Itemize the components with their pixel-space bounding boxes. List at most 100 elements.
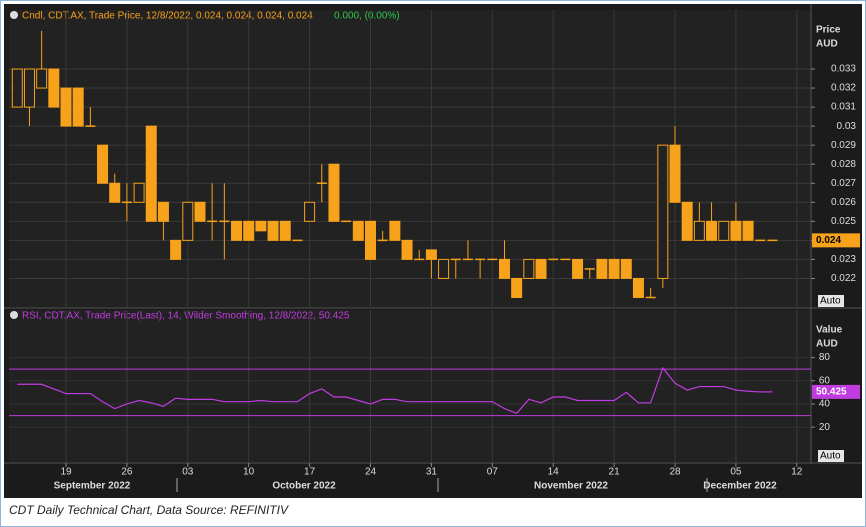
auto-label[interactable]: Auto: [820, 451, 841, 462]
y-tick-label: 0.026: [831, 197, 856, 208]
last-price-box: [812, 233, 860, 248]
candle-body: [620, 258, 632, 279]
candle-body: [157, 201, 169, 222]
candle-body: [279, 220, 291, 241]
candle-body: [231, 220, 243, 241]
chart: Cndl, CDT.AX, Trade Price, 12/8/2022, 0.…: [4, 4, 862, 498]
candle-body: [681, 201, 693, 241]
candle-body: [401, 239, 413, 260]
candle-body: [328, 163, 340, 222]
candle-body: [365, 220, 376, 260]
candle-body: [535, 258, 547, 279]
y-tick-label: 0.023: [831, 254, 856, 265]
icon[interactable]: [10, 311, 18, 319]
y-tick-label: 20: [819, 422, 831, 433]
y-axis-title: AUD: [816, 39, 838, 50]
month-label: October 2022: [272, 481, 336, 492]
candle-body: [596, 258, 608, 279]
x-tick-label: 07: [487, 467, 499, 478]
candle-body: [11, 68, 23, 108]
candle-body: [182, 201, 194, 241]
x-tick-label: 14: [548, 467, 560, 478]
auto-label[interactable]: Auto: [820, 296, 841, 307]
y-tick-label: 0.031: [831, 102, 856, 113]
candle-body: [109, 182, 121, 203]
candle-body: [267, 220, 279, 241]
x-tick-label: 21: [609, 467, 621, 478]
y-tick-label: 80: [819, 352, 831, 363]
candle-body: [608, 258, 620, 279]
x-tick-label: 24: [365, 467, 377, 478]
x-tick-label: 28: [669, 467, 681, 478]
x-tick-label: 05: [730, 467, 742, 478]
candle-body: [438, 258, 450, 279]
month-label: September 2022: [54, 481, 131, 492]
candle-body: [145, 125, 157, 222]
candle-body: [498, 258, 510, 279]
candle-body: [352, 220, 364, 241]
candle-body: [255, 220, 267, 232]
candle-body: [133, 182, 145, 203]
price-panel: [9, 10, 811, 307]
x-tick-label: 10: [243, 467, 255, 478]
candle-body: [389, 220, 401, 241]
candle-body: [572, 258, 584, 279]
auto-button[interactable]: [818, 450, 844, 462]
y-axis-title: Price: [816, 25, 841, 36]
y-tick-label: 0.022: [831, 273, 856, 284]
y-tick-label: 60: [819, 375, 831, 386]
candle-body: [23, 68, 35, 108]
candle-body: [97, 144, 109, 184]
y-axis-title: Value: [816, 325, 843, 336]
candle-body: [693, 220, 705, 241]
icon[interactable]: [10, 11, 18, 19]
candle-body: [730, 220, 742, 241]
candle-body: [632, 277, 644, 298]
last-price-label: 0.024: [816, 235, 841, 246]
caption: CDT Daily Technical Chart, Data Source: …: [9, 503, 288, 517]
y-tick-label: 40: [819, 399, 831, 410]
y-tick-label: 0.03: [837, 121, 857, 132]
candle-body: [706, 220, 718, 241]
y-tick-label: 0.025: [831, 216, 856, 227]
last-value-label: 50.425: [816, 387, 847, 398]
x-tick-label: 03: [182, 467, 194, 478]
candle-body: [523, 258, 535, 279]
rsi-line: [17, 366, 773, 414]
rsi-header: RSI, CDT.AX, Trade Price(Last), 14, Wild…: [22, 311, 350, 322]
last-value-box: [812, 384, 860, 399]
x-tick-label: 19: [60, 467, 72, 478]
candle-body: [170, 239, 182, 260]
candle-body: [669, 144, 681, 203]
y-tick-label: 0.032: [831, 83, 856, 94]
candle-body: [742, 220, 754, 241]
x-tick-label: 12: [791, 467, 803, 478]
y-tick-label: 0.029: [831, 140, 856, 151]
candle-body: [304, 201, 316, 222]
y-tick-label: 0.027: [831, 178, 856, 189]
x-tick-label: 26: [121, 467, 133, 478]
y-tick-label: 0.033: [831, 64, 856, 75]
candle-body: [243, 220, 255, 241]
month-label: December 2022: [703, 481, 777, 492]
x-tick-label: 17: [304, 467, 316, 478]
price-change: 0.000, (0.00%): [334, 11, 400, 22]
candle-body: [60, 87, 72, 127]
candle-body: [657, 144, 669, 279]
candle-body: [425, 249, 437, 260]
y-axis-title: AUD: [816, 339, 838, 350]
candle-body: [718, 220, 730, 241]
candle-body: [511, 277, 523, 298]
candle-body: [36, 68, 48, 89]
candle-body: [48, 68, 60, 108]
candle-body: [194, 201, 206, 222]
auto-button[interactable]: [818, 295, 844, 307]
price-header: Cndl, CDT.AX, Trade Price, 12/8/2022, 0.…: [22, 11, 313, 22]
candle-body: [72, 87, 84, 127]
month-label: November 2022: [534, 481, 608, 492]
y-tick-label: 0.028: [831, 159, 856, 170]
x-tick-label: 31: [426, 467, 438, 478]
rsi-panel: [9, 310, 811, 462]
